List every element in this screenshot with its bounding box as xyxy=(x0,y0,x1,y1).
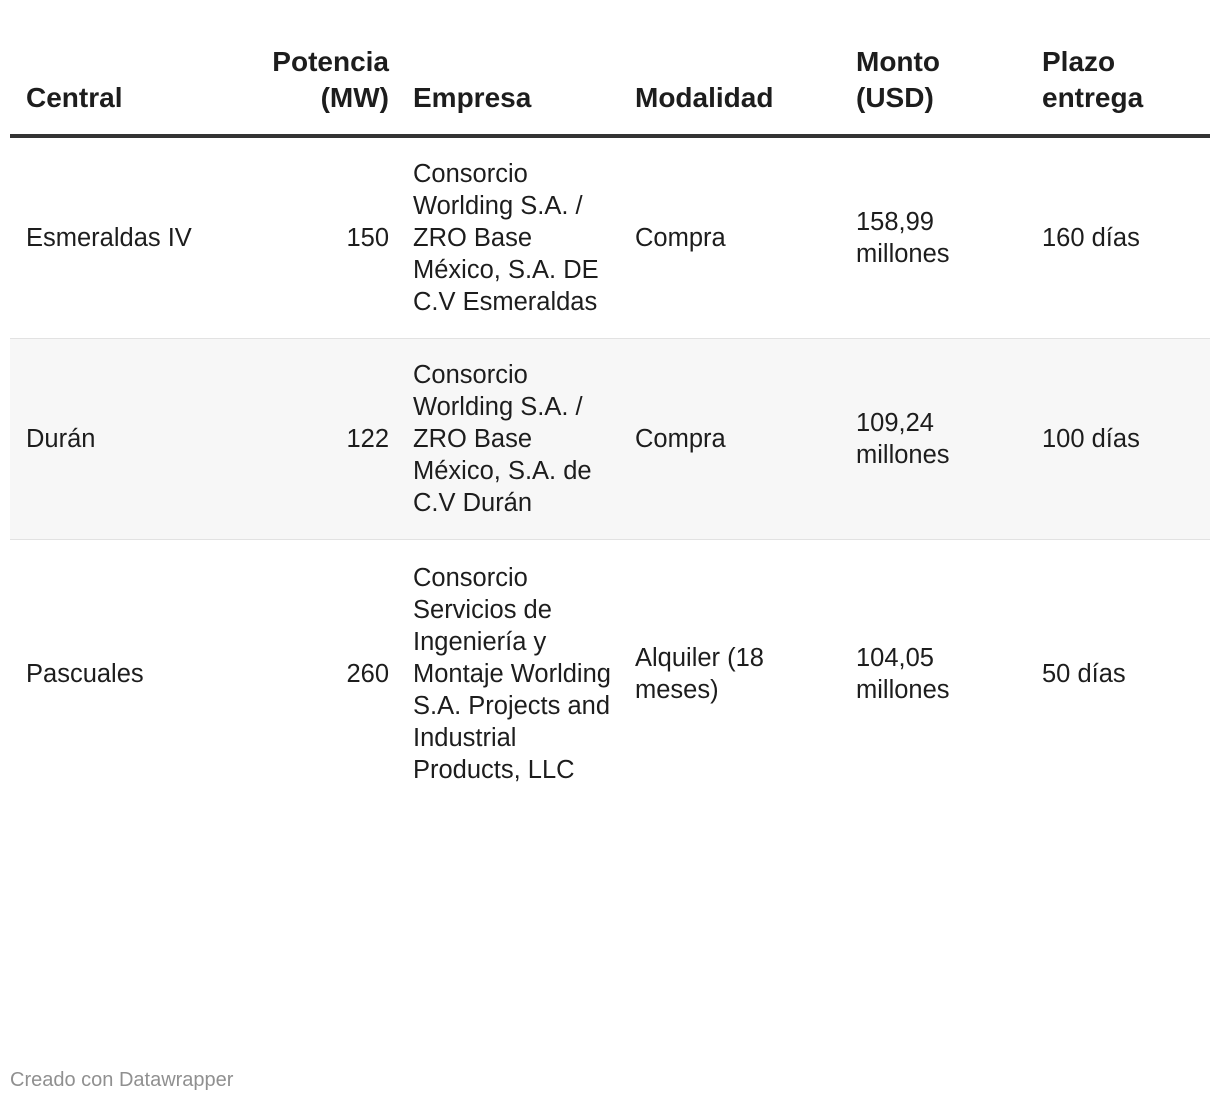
cell-empresa: Consorcio Worlding S.A. / ZRO Base Méxic… xyxy=(397,136,619,339)
cell-central: Durán xyxy=(10,338,200,540)
cell-plazo: 50 días xyxy=(1042,660,1126,688)
cell-potencia: 150 xyxy=(200,136,397,339)
cell-plazo: 160 días xyxy=(1026,136,1210,339)
cell-empresa: Consorcio Servicios de Ingeniería y Mont… xyxy=(413,564,611,784)
cell-modalidad: Compra xyxy=(619,136,840,339)
column-header-potencia[interactable]: Potencia (MW) xyxy=(200,40,397,138)
cell-potencia: 122 xyxy=(200,338,397,540)
column-header-plazo[interactable]: Plazo entrega xyxy=(1026,40,1210,138)
table-row: Esmeraldas IV 150 Consorcio Worlding S.A… xyxy=(10,136,1210,339)
datawrapper-credit[interactable]: Creado con Datawrapper xyxy=(10,1069,234,1091)
column-header-modalidad[interactable]: Modalidad xyxy=(619,40,840,138)
cell-monto: 109,24 millones xyxy=(840,338,1026,540)
cell-central: Pascuales xyxy=(26,660,144,688)
cell-central: Esmeraldas IV xyxy=(10,136,200,339)
cell-plazo: 100 días xyxy=(1026,338,1210,540)
cell-empresa: Consorcio Worlding S.A. / ZRO Base Méxic… xyxy=(397,338,619,540)
cell-monto: 158,99 millones xyxy=(840,136,1026,339)
table-row: Pascuales 260 Consorcio Servicios de Ing… xyxy=(10,540,1210,809)
table-header-row: Central Potencia (MW) Empresa Modalidad … xyxy=(10,40,1210,138)
cell-potencia: 260 xyxy=(346,660,389,688)
data-table: Central Potencia (MW) Empresa Modalidad … xyxy=(10,40,1210,808)
cell-modalidad: Alquiler (18 meses) xyxy=(635,644,764,704)
column-header-monto[interactable]: Monto (USD) xyxy=(840,40,1026,138)
cell-monto: 104,05 millones xyxy=(856,644,950,704)
column-header-central[interactable]: Central xyxy=(10,40,200,138)
data-table-container: Central Potencia (MW) Empresa Modalidad … xyxy=(10,40,1210,808)
column-header-empresa[interactable]: Empresa xyxy=(397,40,619,138)
cell-modalidad: Compra xyxy=(619,338,840,540)
table-row: Durán 122 Consorcio Worlding S.A. / ZRO … xyxy=(10,338,1210,540)
